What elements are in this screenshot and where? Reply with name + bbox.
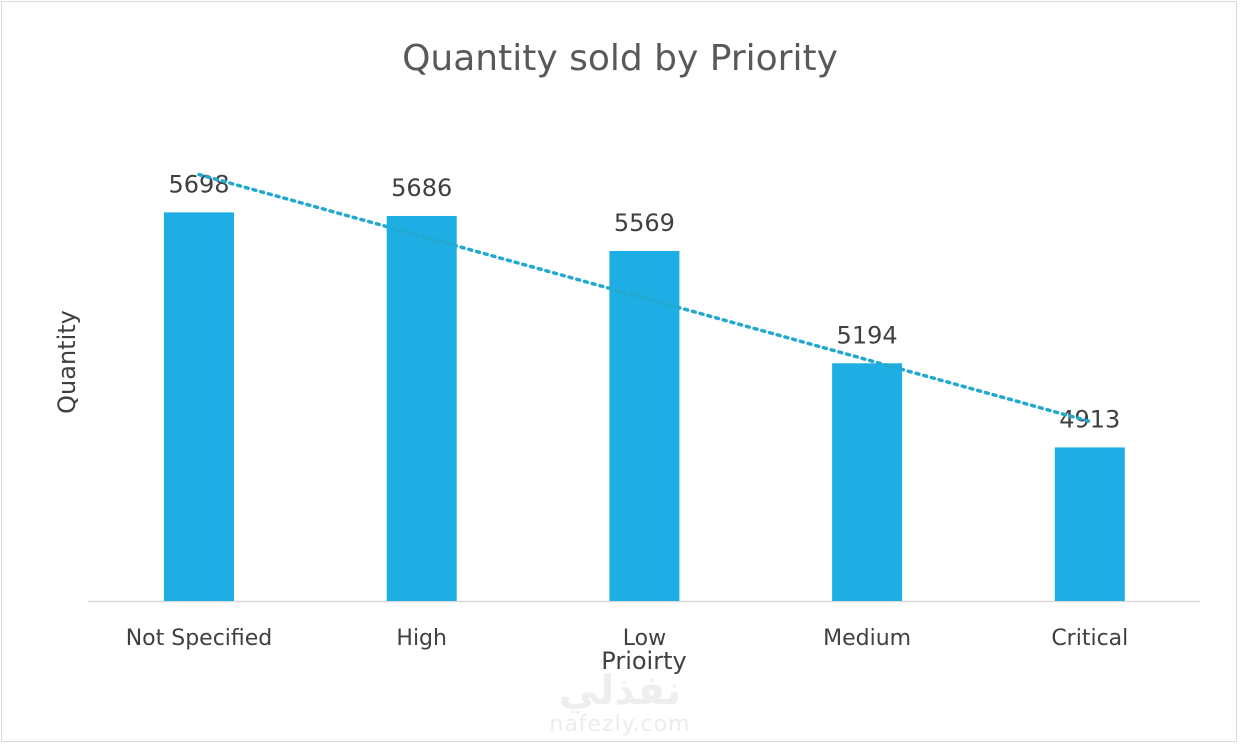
- trendline: [197, 172, 1092, 424]
- watermark-site: nafezly.com: [549, 712, 691, 737]
- data-label: 5569: [614, 209, 675, 237]
- chart-title: Quantity sold by Priority: [402, 38, 838, 79]
- watermark-logo: نفذلي: [558, 668, 682, 714]
- x-axis-label: Prioirty: [601, 647, 686, 675]
- bar: [832, 363, 903, 601]
- bar: [1054, 447, 1125, 601]
- x-tick-label: Critical: [1051, 626, 1128, 651]
- data-label: 5194: [837, 321, 898, 349]
- y-axis-label: Quantity: [53, 310, 81, 414]
- x-tick-label: Medium: [823, 626, 911, 651]
- x-tick-label: High: [396, 626, 447, 651]
- bar: [386, 215, 457, 601]
- x-tick-label: Not Specified: [126, 626, 273, 651]
- x-tick-label: Low: [623, 626, 666, 651]
- data-label: 5686: [391, 174, 452, 202]
- bar: [164, 212, 234, 602]
- data-label: 4913: [1059, 405, 1120, 433]
- bar: [609, 251, 680, 601]
